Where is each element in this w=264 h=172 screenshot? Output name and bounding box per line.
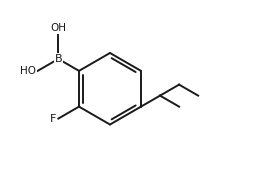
Text: B: B bbox=[55, 54, 62, 64]
Text: HO: HO bbox=[20, 66, 36, 76]
Text: F: F bbox=[50, 114, 56, 123]
Text: OH: OH bbox=[50, 23, 66, 33]
